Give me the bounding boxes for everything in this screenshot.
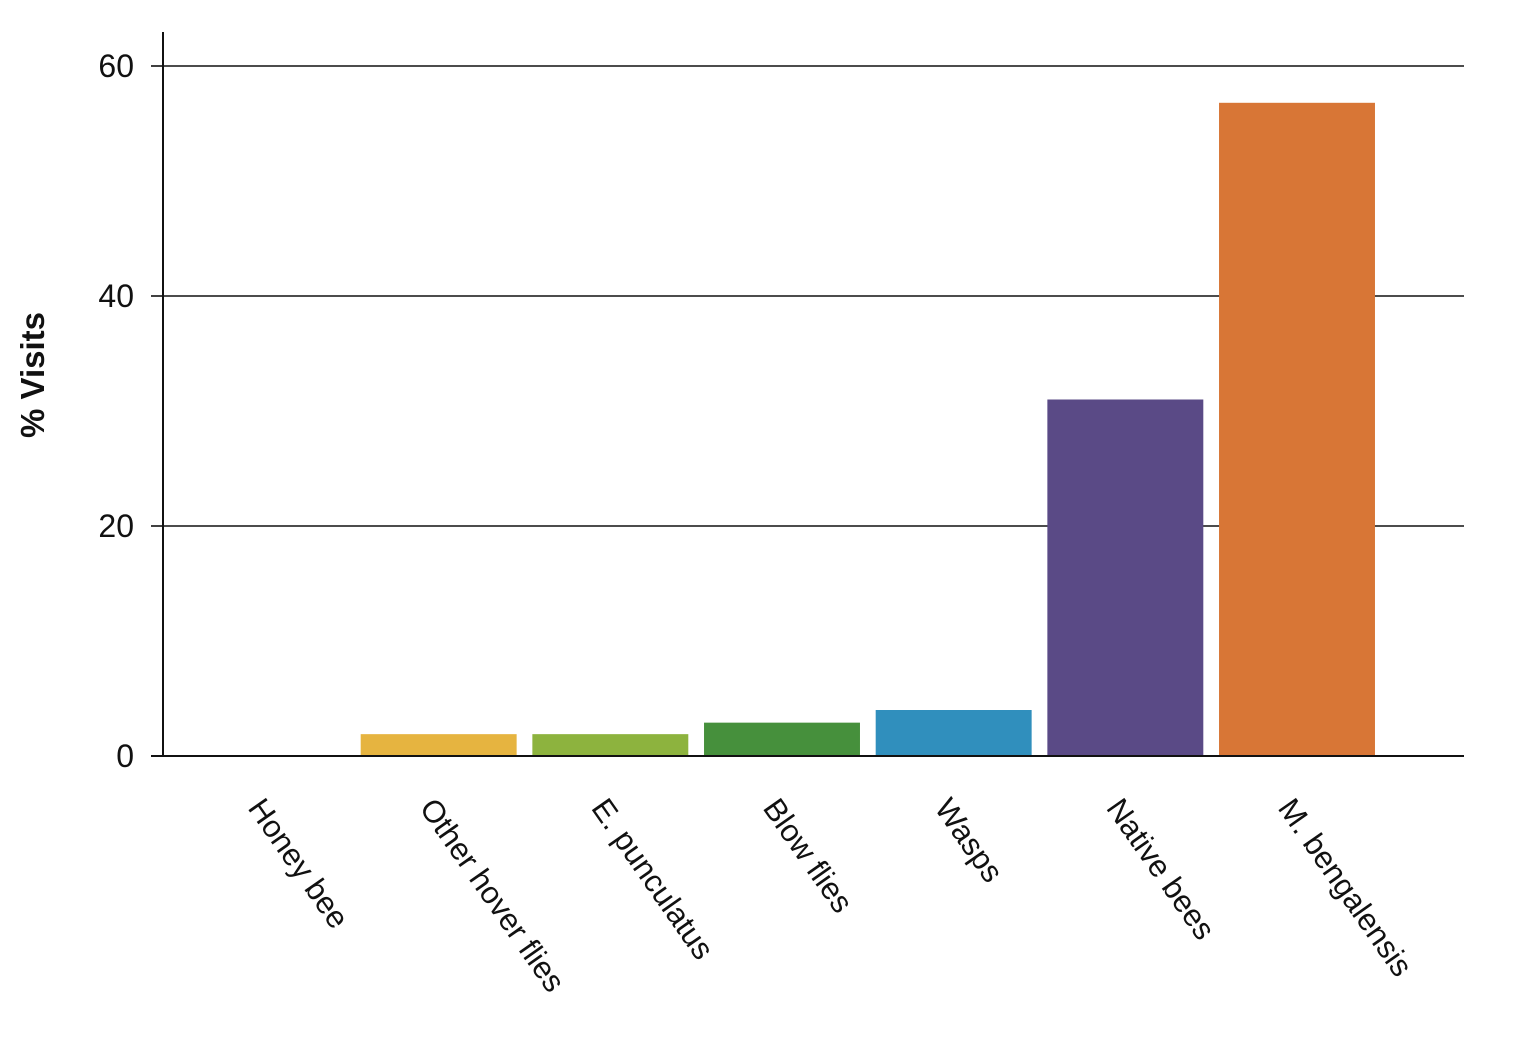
x-category-label-2: E. punculatus: [585, 792, 721, 966]
y-axis-title: % Visits: [14, 312, 51, 438]
x-category-label-5: Native bees: [1100, 792, 1223, 946]
bar-3: [704, 722, 860, 756]
x-category-label-6: M. bengalensis: [1271, 792, 1419, 983]
x-category-labels: Honey bee Other hover flies E. punculatus B…: [241, 792, 1419, 998]
x-category-label-3: Blow flies: [756, 792, 860, 919]
bar-5: [1047, 399, 1204, 756]
x-category-label-0: Honey bee: [241, 792, 356, 935]
y-tick-labels: 0 20 40 60: [98, 48, 134, 774]
bar-1: [360, 734, 517, 756]
bars: [360, 102, 1375, 757]
bar-2: [532, 734, 689, 756]
y-tick-label-40: 40: [98, 278, 134, 314]
x-category-label-4: Wasps: [928, 792, 1010, 889]
y-tick-label-60: 60: [98, 48, 134, 84]
y-tick-label-20: 20: [98, 508, 134, 544]
axes: [151, 32, 1464, 757]
bar-6: [1219, 102, 1375, 757]
x-category-label-1: Other hover flies: [413, 792, 572, 998]
y-tick-label-0: 0: [116, 738, 134, 774]
bar-4: [875, 710, 1032, 756]
